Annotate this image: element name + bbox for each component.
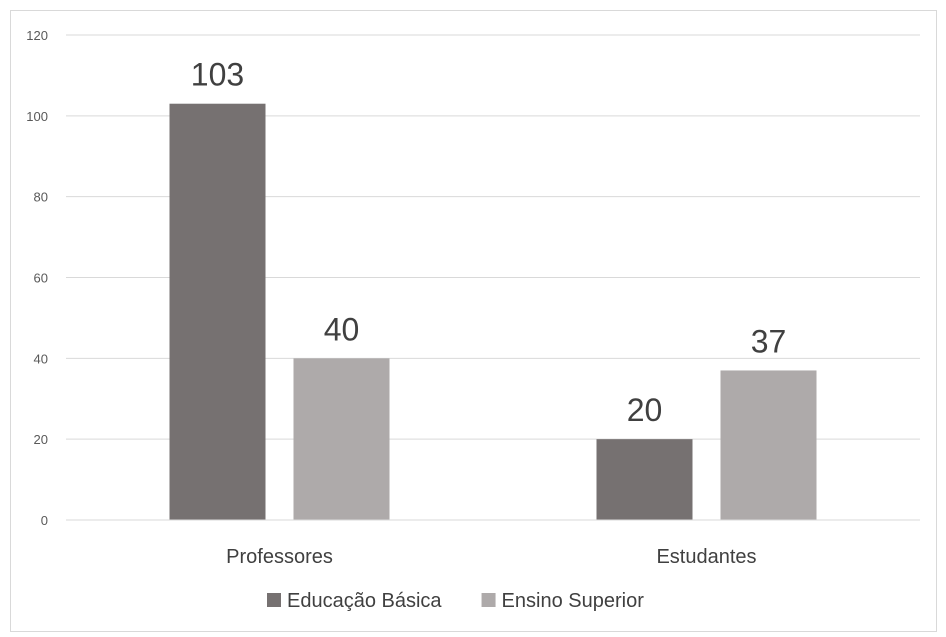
y-tick-label: 40	[34, 351, 48, 366]
data-label: 40	[324, 311, 360, 347]
data-label: 37	[751, 323, 787, 359]
y-tick-label: 80	[34, 190, 48, 205]
y-axis: 0 20 40 60 80 100 120	[26, 28, 48, 528]
x-axis: Professores Estudantes	[66, 519, 920, 568]
bar-professores-0	[169, 103, 266, 520]
y-tick-label: 20	[34, 432, 48, 447]
bars	[169, 103, 817, 520]
x-category-label: Estudantes	[656, 546, 756, 568]
data-label: 103	[191, 57, 244, 93]
legend-label-0: Educação Básica	[287, 590, 442, 612]
x-category-label: Professores	[226, 546, 333, 568]
bar-estudantes-0	[596, 439, 693, 520]
legend-label-1: Ensino Superior	[502, 590, 645, 612]
bar-professores-1	[293, 358, 390, 520]
legend-swatch-0	[267, 593, 281, 607]
bar-estudantes-1	[720, 370, 817, 520]
chart-frame	[10, 10, 937, 632]
legend: Educação Básica Ensino Superior	[267, 590, 644, 612]
data-label: 20	[627, 392, 663, 428]
y-tick-label: 60	[34, 271, 48, 286]
data-labels: 103 40 20 37	[191, 57, 786, 428]
y-tick-label: 0	[41, 513, 48, 528]
legend-swatch-1	[481, 593, 496, 607]
y-tick-label: 120	[26, 28, 48, 43]
y-tick-label: 100	[26, 109, 48, 124]
